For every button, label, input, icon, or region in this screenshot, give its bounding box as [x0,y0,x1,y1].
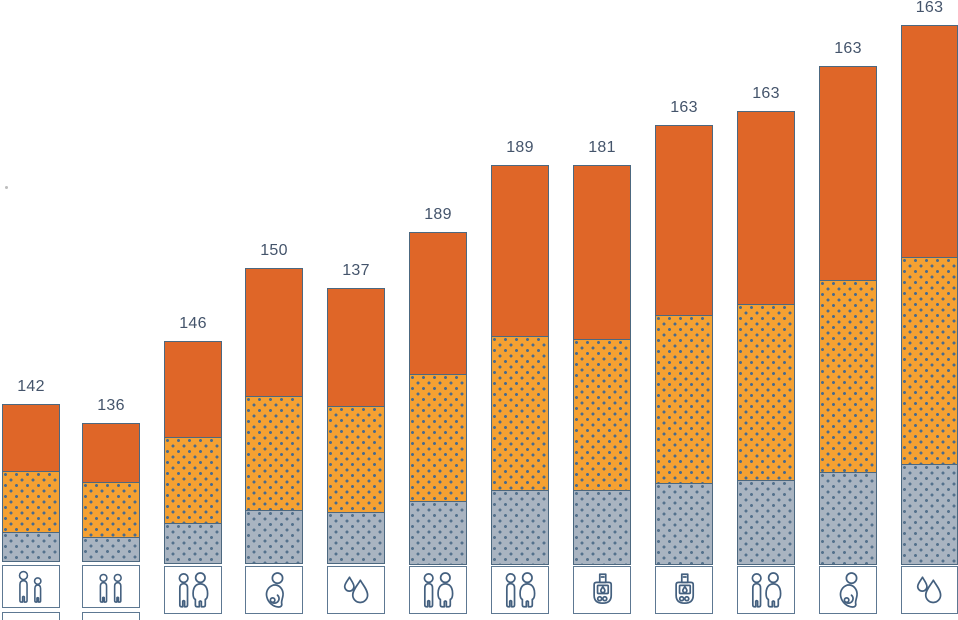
two-children-icon [99,573,122,603]
category-icon-box-10 [737,566,795,614]
glucose-meter-icon [674,572,694,604]
category-icon-box-12 [901,566,958,614]
category-icon-box-7 [491,566,549,614]
blood-drop-icon [343,575,368,603]
bar-value-label-4: 150 [260,242,288,259]
bar-segment-dotted-gray [246,510,302,563]
bar-column-4 [245,268,303,564]
bar-value-label-12: 163 [915,0,944,16]
category-icon-box-5 [327,566,385,614]
bar-column-8 [573,165,631,565]
bar-segment-solid-orange [3,405,59,472]
bar-segment-dotted-orange [83,482,139,538]
bar-segment-dotted-orange [738,304,794,481]
bar-segment-dotted-orange [328,406,384,513]
bar-segment-solid-orange [410,233,466,375]
bar-column-9 [655,125,713,565]
bar-column-2 [82,423,140,562]
bar-segment-solid-orange [738,112,794,305]
bar-segment-solid-orange [83,424,139,483]
bar-value-label-3: 146 [179,315,207,332]
bar-column-7 [491,165,549,565]
bar-segment-dotted-orange [492,336,548,491]
adult-and-obese-adult-icon [505,571,535,608]
bar-value-label-11: 163 [834,40,862,57]
bar-segment-dotted-gray [656,483,712,564]
bar-segment-solid-orange [246,269,302,397]
bar-segment-dotted-orange [820,280,876,473]
bar-column-6 [409,232,467,565]
bar-value-label-7: 189 [506,139,534,156]
bar-segment-dotted-gray [820,472,876,564]
bar-segment-solid-orange [492,166,548,337]
bar-value-label-6: 189 [424,206,452,223]
bar-value-label-8: 181 [588,139,616,156]
partial-second-icon-box-2 [82,612,140,620]
adult-and-obese-adult-icon [751,571,781,608]
bar-segment-dotted-gray [83,537,139,561]
bar-segment-dotted-orange [165,437,221,524]
category-icon-box-6 [409,566,467,614]
bar-column-10 [737,111,795,565]
category-icon-box-4 [245,566,303,614]
bar-segment-dotted-orange [246,396,302,511]
bar-value-label-1: 142 [17,378,45,395]
category-icon-box-2 [82,565,140,608]
bar-column-11 [819,66,877,565]
bar-segment-dotted-orange [3,471,59,533]
adult-and-obese-adult-icon [423,571,453,608]
bar-segment-dotted-orange [574,339,630,491]
bar-segment-solid-orange [656,126,712,316]
category-icon-box-11 [819,566,877,614]
bar-segment-solid-orange [902,26,957,258]
bar-segment-solid-orange [165,342,221,438]
bar-segment-solid-orange [328,289,384,407]
pregnant-woman-icon [265,571,284,608]
bar-value-label-5: 137 [342,262,370,279]
glucose-meter-icon [592,572,612,604]
bar-segment-solid-orange [820,67,876,281]
bar-segment-dotted-gray [902,464,957,564]
bar-column-3 [164,341,222,564]
bar-segment-dotted-gray [574,490,630,564]
pregnant-woman-icon [839,571,858,608]
partial-second-icon-box-1 [2,612,60,620]
category-icon-box-3 [164,566,222,614]
bar-segment-dotted-gray [3,532,59,561]
bar-segment-dotted-gray [328,512,384,563]
stray-dot-artifact [5,186,8,189]
adult-and-obese-adult-icon [178,571,208,608]
bar-column-12 [901,25,958,565]
category-icon-box-1 [2,565,60,608]
category-icon-box-8 [573,566,631,614]
blood-drop-icon [916,575,942,603]
bar-column-1 [2,404,60,562]
bar-segment-dotted-gray [492,490,548,564]
bar-value-label-10: 163 [752,85,780,102]
bar-value-label-9: 163 [670,99,698,116]
bar-segment-solid-orange [574,166,630,340]
adult-and-child-icon [18,570,42,603]
bar-value-label-2: 136 [97,397,125,414]
bar-segment-dotted-gray [410,501,466,564]
bar-column-5 [327,288,385,564]
category-icon-box-9 [655,566,713,614]
bar-segment-dotted-orange [656,315,712,484]
bar-segment-dotted-gray [165,523,221,563]
bar-segment-dotted-orange [902,257,957,465]
bar-segment-dotted-gray [738,480,794,564]
bar-segment-dotted-orange [410,374,466,502]
